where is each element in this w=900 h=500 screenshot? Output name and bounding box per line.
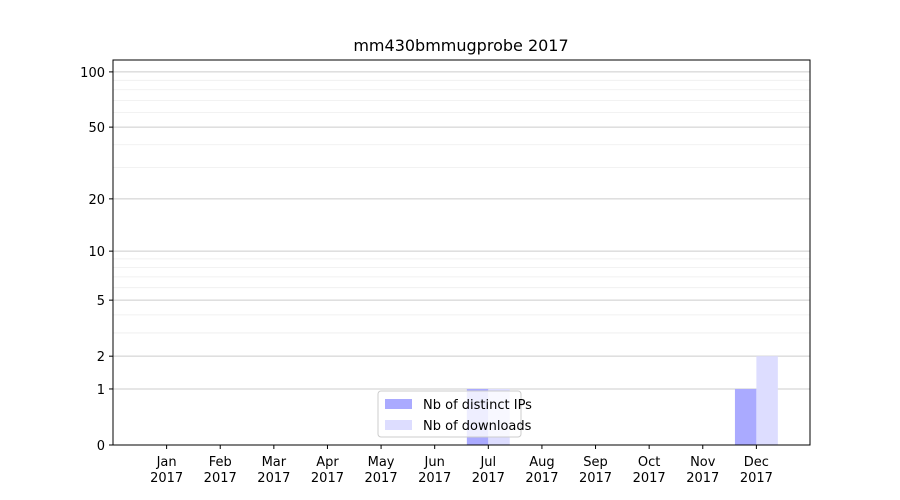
x-tick-label: Feb 2017	[204, 455, 237, 486]
x-tick-label: Jul 2017	[472, 455, 505, 486]
chart-title: mm430bmmugprobe 2017	[353, 36, 568, 55]
y-tick-label: 20	[88, 193, 105, 208]
y-tick-label: 5	[97, 294, 105, 309]
y-tick-label: 50	[88, 121, 105, 136]
x-tick-label: May 2017	[365, 455, 398, 486]
x-tick-label: Mar 2017	[257, 455, 290, 486]
x-tick-label: Apr 2017	[311, 455, 344, 486]
x-tick-label: Jun 2017	[418, 455, 451, 486]
bar	[734, 388, 757, 445]
x-tick-label: Sep 2017	[579, 455, 612, 486]
y-tick-label: 0	[97, 439, 105, 454]
x-tick-label: Jan 2017	[150, 455, 183, 486]
y-tick-label: 10	[88, 245, 105, 260]
legend-swatch	[385, 420, 412, 430]
x-tick-label: Dec 2017	[740, 455, 773, 486]
legend-box	[377, 390, 522, 438]
legend-label: Nb of downloads	[423, 419, 532, 434]
bar	[756, 356, 778, 445]
plot-frame	[112, 59, 811, 446]
y-tick-label: 2	[97, 350, 105, 365]
x-tick-label: Oct 2017	[633, 455, 666, 486]
x-tick-label: Aug 2017	[525, 455, 558, 486]
legend-swatch	[385, 399, 412, 409]
y-tick-label: 100	[80, 66, 105, 81]
x-tick-label: Nov 2017	[686, 455, 719, 486]
y-tick-label: 1	[97, 383, 105, 398]
legend-label: Nb of distinct IPs	[423, 398, 532, 413]
